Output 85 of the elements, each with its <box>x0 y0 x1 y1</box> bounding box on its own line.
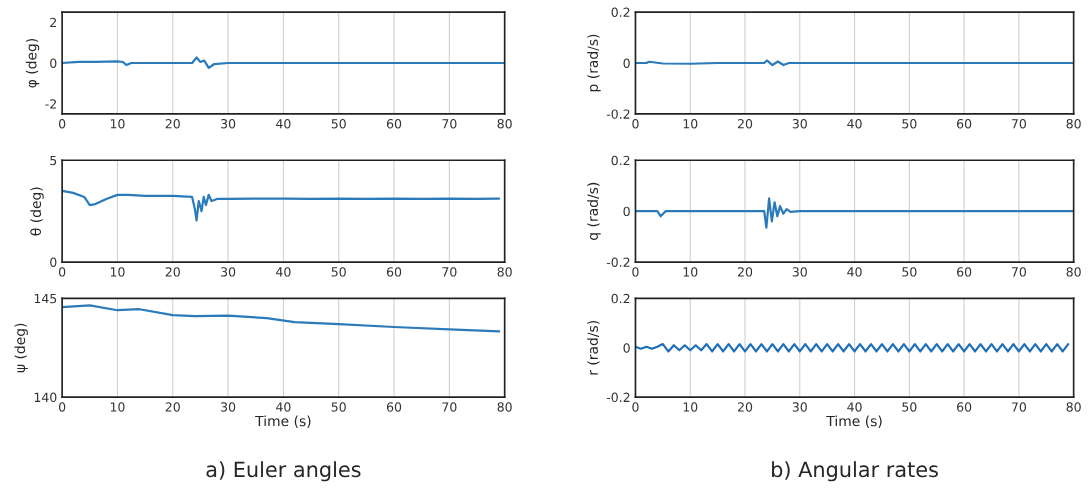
x-tick-label: 80 <box>497 402 512 412</box>
y-tick-label: 0.2 <box>611 155 630 166</box>
x-tick-label: 30 <box>221 267 236 277</box>
x-tick-label: 20 <box>165 402 180 412</box>
y-tick-label: 5 <box>50 155 57 166</box>
x-tick-label: 80 <box>497 267 512 277</box>
y-axis-title: θ (deg) <box>30 187 44 236</box>
y-tick-label: 2 <box>50 17 57 28</box>
x-tick-label: 10 <box>110 118 125 129</box>
x-tick-label: 30 <box>792 267 807 277</box>
x-axis-title: Time (s) <box>826 415 882 428</box>
line-series <box>635 197 1074 229</box>
y-axis-title: p (rad/s) <box>587 34 601 92</box>
x-tick-label: 20 <box>737 267 753 277</box>
x-tick-label: 10 <box>110 267 125 277</box>
x-tick-label: 40 <box>847 402 862 412</box>
x-tick-label: 40 <box>276 402 291 412</box>
y-axis-title: ψ (deg) <box>14 323 28 373</box>
x-tick-label: 40 <box>276 267 291 277</box>
y-tick-label: 0 <box>50 257 57 268</box>
x-tick-label: 80 <box>497 118 512 129</box>
y-axis-title: φ (deg) <box>25 38 40 88</box>
y-tick-label: 0.2 <box>611 7 630 18</box>
x-tick-label: 60 <box>957 402 972 412</box>
x-tick-label: 80 <box>1066 267 1081 277</box>
x-tick-label: 70 <box>442 267 457 277</box>
x-tick-label: 70 <box>1011 267 1026 277</box>
x-tick-label: 10 <box>683 402 698 412</box>
line-series <box>635 342 1070 353</box>
x-tick-label: 30 <box>792 402 807 412</box>
x-tick-label: 0 <box>632 402 639 412</box>
x-tick-label: 50 <box>331 267 346 277</box>
x-tick-label: 0 <box>58 402 66 412</box>
x-tick-label: 20 <box>737 402 753 412</box>
x-tick-label: 50 <box>902 267 917 277</box>
x-tick-label: 60 <box>386 402 402 412</box>
y-tick-label: -0.2 <box>606 109 630 119</box>
x-tick-label: 60 <box>386 118 402 129</box>
x-tick-label: 0 <box>632 267 639 277</box>
y-tick-label: 140 <box>34 392 57 403</box>
x-tick-label: 60 <box>386 267 402 277</box>
line-series <box>62 304 501 333</box>
x-tick-label: 50 <box>331 118 346 129</box>
text: b) Angular rates <box>772 461 938 482</box>
x-tick-label: 0 <box>58 118 66 129</box>
y-tick-label: 0 <box>623 343 630 353</box>
y-tick-label: -0.2 <box>606 392 630 403</box>
x-tick-label: 20 <box>737 118 753 129</box>
y-axis-title: r (rad/s) <box>587 321 600 375</box>
x-tick-label: 30 <box>221 402 236 412</box>
y-tick-label: 0 <box>50 58 57 68</box>
x-tick-label: 10 <box>110 402 125 412</box>
x-tick-label: 80 <box>1066 118 1081 129</box>
x-tick-label: 30 <box>221 118 236 129</box>
y-tick-label: -2 <box>45 99 57 109</box>
x-tick-label: 70 <box>1011 402 1026 412</box>
x-tick-label: 20 <box>165 267 180 277</box>
x-tick-label: 40 <box>847 267 862 277</box>
y-axis-title: q (rad/s) <box>587 182 601 240</box>
y-tick-label: 0.2 <box>611 293 630 304</box>
x-tick-label: 70 <box>442 402 457 412</box>
x-tick-label: 50 <box>902 118 917 129</box>
x-tick-label: 40 <box>847 118 862 129</box>
x-tick-label: 20 <box>165 118 180 129</box>
y-tick-label: 0 <box>623 58 630 68</box>
y-tick-label: -0.2 <box>606 257 630 268</box>
y-tick-label: 0 <box>623 206 630 217</box>
x-tick-label: 60 <box>957 118 972 129</box>
x-tick-label: 80 <box>1066 402 1081 412</box>
x-tick-label: 10 <box>683 118 698 129</box>
line-series <box>62 189 501 222</box>
line-series <box>62 56 505 69</box>
x-tick-label: 60 <box>957 267 972 277</box>
x-tick-label: 70 <box>442 118 457 129</box>
text: a) Euler angles <box>206 461 361 482</box>
x-tick-label: 70 <box>1011 118 1026 129</box>
x-tick-label: 50 <box>902 402 917 412</box>
x-tick-label: 30 <box>792 118 807 129</box>
y-tick-label: 145 <box>34 294 57 304</box>
x-tick-label: 50 <box>331 402 346 412</box>
x-tick-label: 10 <box>683 267 698 277</box>
x-tick-label: 40 <box>276 118 291 129</box>
x-axis-title: Time (s) <box>255 415 311 428</box>
x-tick-label: 0 <box>632 118 639 129</box>
x-tick-label: 0 <box>58 267 66 277</box>
